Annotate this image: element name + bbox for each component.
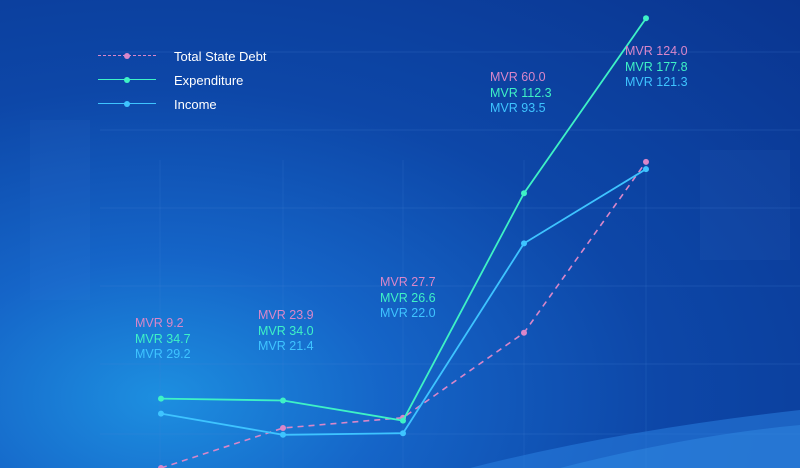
- data-label-expenditure: MVR 26.6: [380, 290, 436, 305]
- legend-swatch-debt: [98, 50, 156, 62]
- legend-item-total-state-debt: Total State Debt: [98, 44, 267, 68]
- data-point-debt-1: [158, 465, 164, 468]
- data-point-exp-1: [158, 395, 164, 402]
- legend: Total State Debt Expenditure Income: [98, 44, 267, 116]
- data-point-inc-2: [280, 431, 286, 438]
- data-point-debt-2: [280, 425, 286, 431]
- legend-label: Expenditure: [174, 72, 244, 88]
- data-point-exp-5: [643, 15, 649, 22]
- data-label-income: MVR 22.0: [380, 306, 436, 320]
- legend-swatch-expenditure: [98, 74, 156, 86]
- data-label-group-4: MVR 60.0 MVR 112.3 MVR 93.5: [490, 70, 552, 117]
- data-label-group-3: MVR 27.7 MVR 26.6 MVR 22.0: [380, 275, 436, 322]
- data-label-income: MVR 93.5: [490, 101, 546, 115]
- data-label-debt: MVR 124.0: [625, 44, 688, 58]
- data-label-group-5: MVR 124.0 MVR 177.8 MVR 121.3: [625, 44, 688, 91]
- data-label-income: MVR 21.4: [258, 339, 314, 353]
- legend-label: Total State Debt: [174, 48, 267, 64]
- legend-item-expenditure: Expenditure: [98, 68, 267, 92]
- data-point-exp-4: [521, 190, 527, 197]
- data-label-income: MVR 121.3: [625, 75, 688, 89]
- data-point-inc-3: [400, 430, 406, 437]
- data-label-group-1: MVR 9.2 MVR 34.7 MVR 29.2: [135, 316, 191, 363]
- data-label-debt: MVR 23.9: [258, 308, 314, 322]
- legend-item-income: Income: [98, 92, 267, 116]
- legend-label: Income: [174, 96, 217, 112]
- data-point-exp-2: [280, 397, 286, 404]
- data-label-debt: MVR 9.2: [135, 316, 184, 330]
- data-point-inc-4: [521, 240, 527, 247]
- data-label-group-2: MVR 23.9 MVR 34.0 MVR 21.4: [258, 308, 314, 355]
- data-label-debt: MVR 60.0: [490, 70, 546, 84]
- data-point-inc-1: [158, 410, 164, 417]
- data-label-expenditure: MVR 34.7: [135, 331, 191, 346]
- data-label-debt: MVR 27.7: [380, 275, 436, 289]
- data-point-inc-5: [643, 166, 649, 173]
- data-label-income: MVR 29.2: [135, 347, 191, 361]
- data-point-debt-4: [521, 329, 527, 336]
- data-label-expenditure: MVR 112.3: [490, 85, 552, 100]
- data-label-expenditure: MVR 177.8: [625, 59, 688, 74]
- series-line-debt: [160, 161, 647, 468]
- data-point-debt-5: [643, 158, 649, 165]
- legend-swatch-income: [98, 98, 156, 110]
- data-label-expenditure: MVR 34.0: [258, 323, 314, 338]
- data-point-exp-3: [400, 417, 406, 424]
